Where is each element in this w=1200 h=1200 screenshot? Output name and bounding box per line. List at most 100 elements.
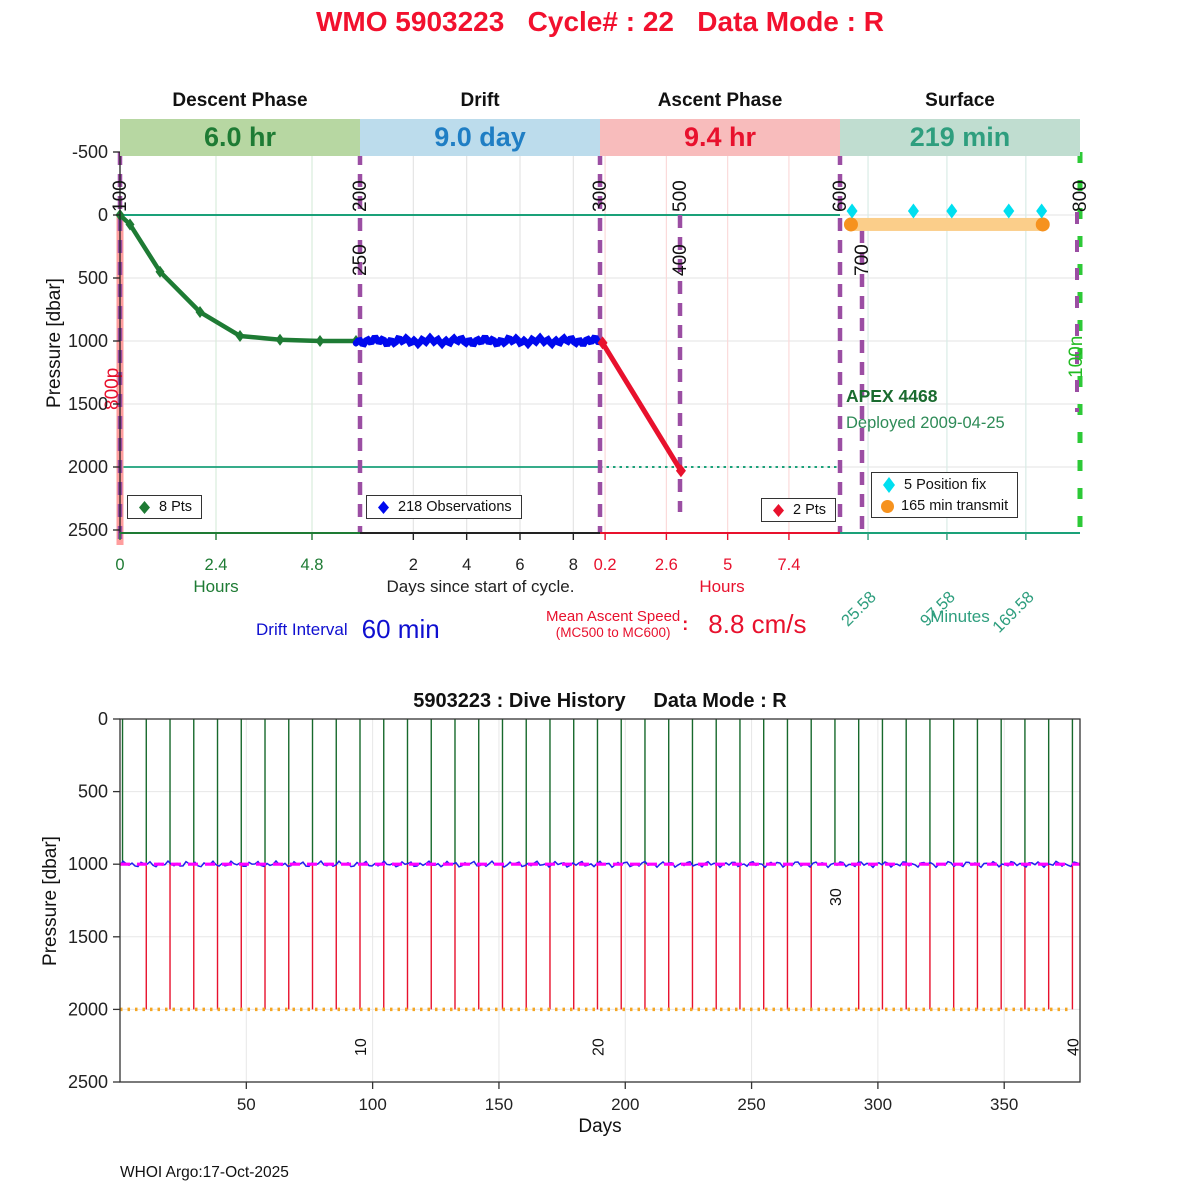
legend-descent: 8 Pts — [127, 495, 203, 519]
dive-history-frame — [119, 718, 1081, 1083]
bh-x-tick-label: 200 — [611, 1095, 639, 1114]
x-tick-label: 8 — [569, 556, 578, 574]
bh-x-tick-label: 350 — [990, 1095, 1018, 1114]
y-tick-label: 2000 — [68, 457, 108, 477]
float-model-annotation: APEX 4468 — [846, 386, 938, 406]
x-tick-label: 4 — [462, 556, 471, 574]
legend-ascent: 2 Pts — [761, 498, 837, 522]
surface-axis-label: Minutes — [930, 607, 990, 626]
transmit-end-marker — [843, 217, 858, 232]
y-tick-label: 2500 — [68, 520, 108, 540]
descent-point-marker — [155, 265, 165, 278]
orange-circle-icon — [881, 499, 894, 513]
phase-title-descent: Descent Phase — [172, 90, 308, 111]
bh-x-tick-label: 50 — [237, 1095, 256, 1114]
mean-ascent-speed: Mean Ascent Speed (MC500 to MC600) : 8.8… — [546, 608, 807, 641]
legend-descent-label: 8 Pts — [159, 499, 193, 515]
legend-transmit-label: 165 min transmit — [901, 498, 1009, 514]
drift-axis-label: Days since start of cycle. — [386, 577, 575, 596]
legend-surface-fix-row: 5 Position fix — [881, 476, 986, 494]
cyan-diamond-icon — [883, 477, 895, 493]
bh-y-tick-label: 1500 — [68, 927, 108, 947]
legend-surface-transmit-row: 165 min transmit — [881, 498, 1008, 514]
bottom-ylabel: Pressure [dbar] — [40, 836, 61, 966]
mc-label-300: 300 — [590, 180, 611, 212]
descent-axis-label: Hours — [193, 577, 239, 596]
band-ascent-duration: 9.4 hr — [600, 119, 840, 156]
position-fix-marker — [946, 203, 958, 219]
legend-fix-label: 5 Position fix — [904, 477, 987, 493]
x-tick-label: 2 — [409, 556, 418, 574]
cycle-number-label: 40 — [1065, 1038, 1082, 1056]
bh-x-tick-label: 150 — [485, 1095, 513, 1114]
bh-x-tick-label: 100 — [358, 1095, 386, 1114]
x-tick-label: 2.4 — [205, 556, 228, 574]
cycle-number-label: 10 — [353, 1038, 370, 1056]
bh-x-tick-label: 300 — [864, 1095, 892, 1114]
top-ylabel: Pressure [dbar] — [44, 278, 65, 408]
drift-interval-label: Drift Interval — [256, 619, 348, 639]
legend-drift-label: 218 Observations — [398, 499, 512, 515]
bh-x-tick-label: 250 — [737, 1095, 765, 1114]
bh-y-tick-label: 1000 — [68, 854, 108, 874]
mc-label-800: 800 — [1070, 180, 1091, 212]
bottom-xlabel: Days — [578, 1116, 622, 1137]
ascent-point-marker — [675, 464, 686, 478]
mc-label-100n: 100n — [1066, 336, 1087, 378]
position-fix-marker — [907, 203, 919, 219]
bh-y-tick-label: 2000 — [68, 999, 108, 1019]
descent-point-marker — [235, 329, 245, 342]
page-title: WMO 5903223 Cycle# : 22 Data Mode : R — [316, 6, 884, 37]
position-fix-marker — [1003, 203, 1015, 219]
x-tick-label: 4.8 — [301, 556, 324, 574]
red-diamond-icon — [773, 503, 784, 517]
mc-label-200: 200 — [350, 180, 371, 212]
mc-label-600: 600 — [830, 180, 851, 212]
mc-label-400: 400 — [670, 244, 691, 276]
y-tick-label: 1000 — [68, 331, 108, 351]
descent-point-marker — [315, 335, 325, 347]
mc-label-500: 500 — [670, 180, 691, 212]
mean-ascent-speed-value: 8.8 cm/s — [708, 608, 807, 639]
band-descent-duration: 6.0 hr — [120, 119, 360, 156]
deep-descent-line — [600, 341, 684, 473]
blue-diamond-icon — [378, 500, 389, 514]
transmit-end-marker — [1035, 217, 1050, 232]
y-tick-label: 0 — [98, 205, 108, 225]
green-diamond-icon — [139, 500, 150, 514]
mc-label-250: 250 — [350, 244, 371, 276]
cycle-number-label: 20 — [590, 1038, 607, 1056]
mc-label-700: 700 — [852, 244, 873, 276]
x-tick-label: 0.2 — [594, 556, 617, 574]
phase-title-surface: Surface — [925, 90, 995, 111]
transmit-band — [850, 217, 1043, 231]
drift-observations-line — [352, 332, 604, 350]
band-surface-duration: 219 min — [840, 119, 1080, 156]
ascent-axis-label: Hours — [699, 577, 745, 596]
x-tick-label: 5 — [723, 556, 732, 574]
footer-credit: WHOI Argo:17-Oct-2025 — [120, 1164, 289, 1181]
phase-title-ascent: Ascent Phase — [657, 90, 783, 111]
bh-y-tick-label: 0 — [98, 709, 108, 729]
mc-label-800p: 800p — [102, 368, 123, 410]
legend-surface: 5 Position fix 165 min transmit — [871, 472, 1019, 518]
x-tick-label: 6 — [515, 556, 524, 574]
x-tick-label: 25.58 — [838, 588, 880, 630]
drift-interval-value: 60 min — [361, 614, 440, 644]
descent-line — [118, 213, 356, 344]
y-tick-label: 1500 — [68, 394, 108, 414]
y-tick-label: 500 — [78, 268, 108, 288]
descent-point-marker — [195, 306, 205, 319]
cycle-number-label: 30 — [828, 888, 845, 906]
drift-interval: Drift Interval 60 min — [256, 614, 440, 645]
position-fix-marker — [1036, 203, 1048, 219]
descent-point-marker — [125, 218, 135, 231]
ascent-point-marker — [597, 336, 608, 350]
legend-ascent-label: 2 Pts — [793, 502, 827, 518]
descent-point-marker — [275, 333, 285, 346]
dive-history-title: 5903223 : Dive History Data Mode : R — [413, 690, 787, 712]
band-drift-duration: 9.0 day — [360, 119, 600, 156]
position-fix-marker — [846, 203, 858, 219]
